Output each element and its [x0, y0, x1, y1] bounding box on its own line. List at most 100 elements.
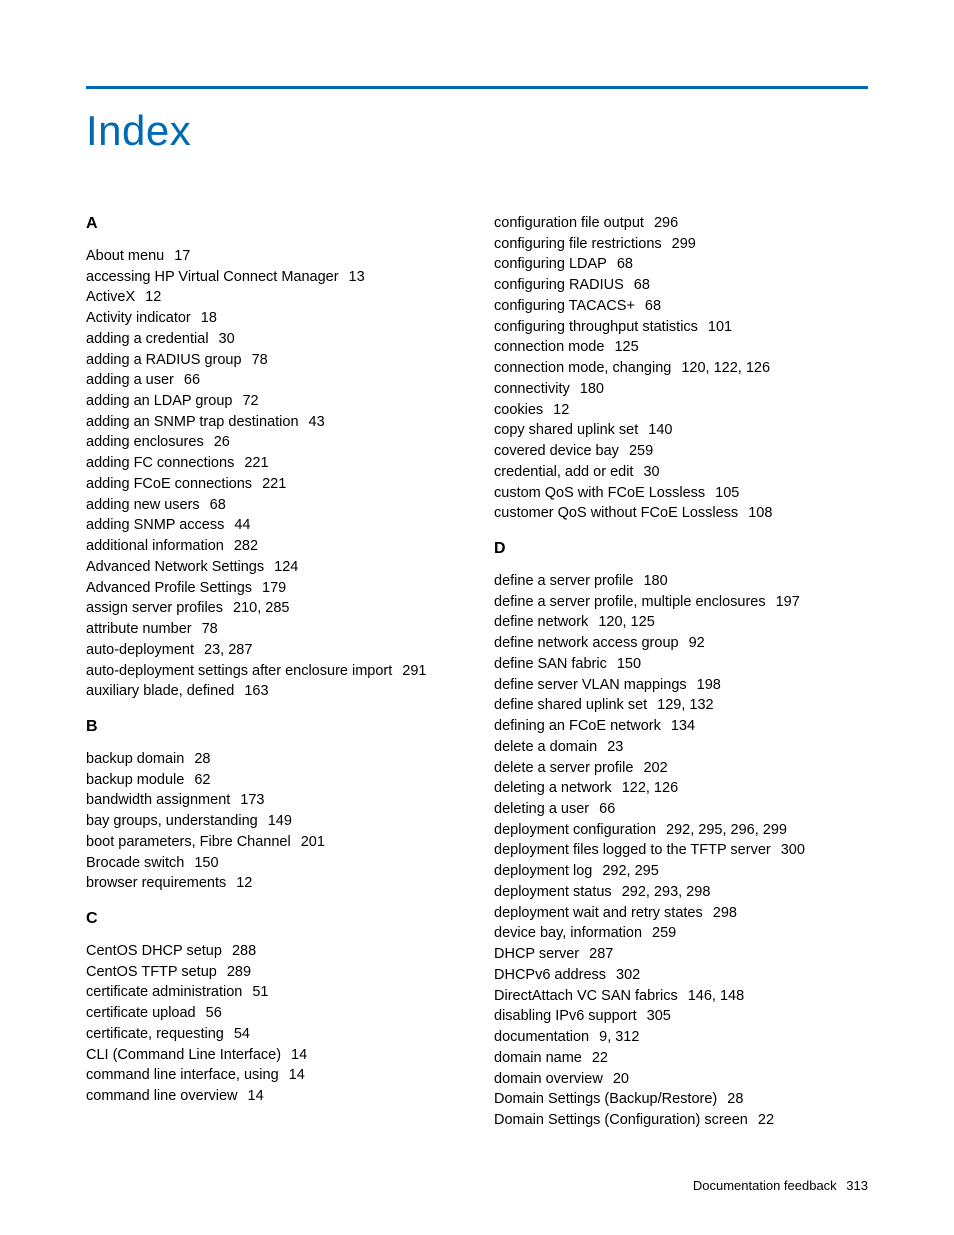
index-entry-pages[interactable]: 149 — [268, 813, 292, 829]
index-entry-topic: connection mode — [494, 339, 604, 355]
index-entry: deleting a user 66 — [494, 799, 868, 820]
index-entry-pages[interactable]: 54 — [234, 1026, 250, 1042]
index-entry: define SAN fabric150 — [494, 654, 868, 675]
index-entry-pages[interactable]: 105 — [715, 485, 739, 501]
index-entry-pages[interactable]: 12 — [236, 875, 252, 891]
index-entry-pages[interactable]: 173 — [240, 792, 264, 808]
index-entry-pages[interactable]: 44 — [234, 517, 250, 533]
index-entry-pages[interactable]: 221 — [262, 476, 286, 492]
index-entry-pages[interactable]: 292, 295, 296, 299 — [666, 822, 787, 838]
index-entry-pages[interactable]: 150 — [617, 656, 641, 672]
index-entry: CentOS DHCP setup288 — [86, 941, 460, 962]
index-entry: CentOS TFTP setup289 — [86, 962, 460, 983]
index-entry-pages[interactable]: 124 — [274, 559, 298, 575]
index-entry-pages[interactable]: 66 — [184, 372, 200, 388]
index-entry-pages[interactable]: 146, 148 — [688, 988, 744, 1004]
index-entry-pages[interactable]: 20 — [613, 1071, 629, 1087]
index-entry-topic: covered device bay — [494, 443, 619, 459]
index-entry-pages[interactable]: 150 — [194, 855, 218, 871]
index-entry-pages[interactable]: 68 — [634, 277, 650, 293]
index-entry-pages[interactable]: 198 — [697, 677, 721, 693]
index-entry-pages[interactable]: 72 — [242, 393, 258, 409]
footer: Documentation feedback 313 — [693, 1178, 868, 1193]
index-entry: deleting a network122, 126 — [494, 778, 868, 799]
index-entry-pages[interactable]: 134 — [671, 718, 695, 734]
index-entry: auto-deployment settings after enclosure… — [86, 661, 460, 682]
index-entry-pages[interactable]: 78 — [252, 352, 268, 368]
index-entry-pages[interactable]: 120, 122, 126 — [681, 360, 770, 376]
index-entry-pages[interactable]: 14 — [291, 1047, 307, 1063]
index-entry-pages[interactable]: 179 — [262, 580, 286, 596]
index-entry-pages[interactable]: 292, 293, 298 — [622, 884, 711, 900]
index-entry-pages[interactable]: 78 — [202, 621, 218, 637]
index-entry-pages[interactable]: 23, 287 — [204, 642, 252, 658]
index-entry-pages[interactable]: 22 — [758, 1112, 774, 1128]
index-entry-pages[interactable]: 202 — [643, 760, 667, 776]
index-entry-topic: Activity indicator — [86, 310, 191, 326]
index-entry: adding an SNMP trap destination43 — [86, 412, 460, 433]
index-entry-pages[interactable]: 298 — [713, 905, 737, 921]
index-entry-pages[interactable]: 120, 125 — [598, 614, 654, 630]
index-entry-pages[interactable]: 197 — [776, 594, 800, 610]
index-entry-pages[interactable]: 30 — [643, 464, 659, 480]
index-entry-topic: deleting a user — [494, 801, 589, 817]
index-entry-pages[interactable]: 22 — [592, 1050, 608, 1066]
index-entry-pages[interactable]: 68 — [210, 497, 226, 513]
index-entry: auxiliary blade, defined163 — [86, 681, 460, 702]
index-entry-pages[interactable]: 43 — [309, 414, 325, 430]
index-entry: configuring RADIUS 68 — [494, 275, 868, 296]
index-entry-pages[interactable]: 302 — [616, 967, 640, 983]
index-entry-pages[interactable]: 12 — [145, 289, 161, 305]
index-entry-pages[interactable]: 125 — [614, 339, 638, 355]
index-entry-pages[interactable]: 68 — [617, 256, 633, 272]
index-entry-pages[interactable]: 13 — [349, 269, 365, 285]
index-entry-pages[interactable]: 28 — [727, 1091, 743, 1107]
index-entry-pages[interactable]: 62 — [194, 772, 210, 788]
index-entry-pages[interactable]: 14 — [289, 1067, 305, 1083]
index-entry-pages[interactable]: 163 — [244, 683, 268, 699]
index-entry-pages[interactable]: 292, 295 — [602, 863, 658, 879]
index-entry-pages[interactable]: 180 — [580, 381, 604, 397]
index-entry-pages[interactable]: 18 — [201, 310, 217, 326]
index-entry-pages[interactable]: 291 — [402, 663, 426, 679]
index-entry-pages[interactable]: 56 — [206, 1005, 222, 1021]
index-entry-pages[interactable]: 28 — [194, 751, 210, 767]
index-entry-pages[interactable]: 9, 312 — [599, 1029, 639, 1045]
index-entry-pages[interactable]: 287 — [589, 946, 613, 962]
index-entry-pages[interactable]: 180 — [643, 573, 667, 589]
index-entry-pages[interactable]: 201 — [301, 834, 325, 850]
index-entry-pages[interactable]: 305 — [647, 1008, 671, 1024]
index-entry-pages[interactable]: 299 — [672, 236, 696, 252]
index-entry-pages[interactable]: 66 — [599, 801, 615, 817]
index-entry-pages[interactable]: 289 — [227, 964, 251, 980]
index-entry-pages[interactable]: 122, 126 — [622, 780, 678, 796]
index-entry-pages[interactable]: 68 — [645, 298, 661, 314]
index-entry-pages[interactable]: 296 — [654, 215, 678, 231]
index-entry-topic: Advanced Profile Settings — [86, 580, 252, 596]
index-entry-pages[interactable]: 210, 285 — [233, 600, 289, 616]
index-entry-pages[interactable]: 140 — [648, 422, 672, 438]
index-entry-pages[interactable]: 101 — [708, 319, 732, 335]
index-entry-pages[interactable]: 30 — [219, 331, 235, 347]
index-entry-pages[interactable]: 129, 132 — [657, 697, 713, 713]
index-entry-topic: configuring RADIUS — [494, 277, 624, 293]
index-entry-pages[interactable]: 23 — [607, 739, 623, 755]
index-entry-topic: copy shared uplink set — [494, 422, 638, 438]
index-entry: adding new users68 — [86, 495, 460, 516]
index-entry-pages[interactable]: 108 — [748, 505, 772, 521]
index-entry-pages[interactable]: 300 — [781, 842, 805, 858]
index-entry-pages[interactable]: 282 — [234, 538, 258, 554]
index-entry-pages[interactable]: 288 — [232, 943, 256, 959]
index-entry-pages[interactable]: 259 — [629, 443, 653, 459]
index-entry-pages[interactable]: 221 — [244, 455, 268, 471]
index-entry-pages[interactable]: 12 — [553, 402, 569, 418]
index-entry-pages[interactable]: 26 — [214, 434, 230, 450]
index-entry-pages[interactable]: 259 — [652, 925, 676, 941]
index-entry-pages[interactable]: 14 — [248, 1088, 264, 1104]
index-entry-topic: define shared uplink set — [494, 697, 647, 713]
index-entry: deployment wait and retry states298 — [494, 903, 868, 924]
index-entry-pages[interactable]: 51 — [252, 984, 268, 1000]
index-entry: disabling IPv6 support305 — [494, 1006, 868, 1027]
index-entry-pages[interactable]: 92 — [689, 635, 705, 651]
index-entry-pages[interactable]: 17 — [174, 248, 190, 264]
